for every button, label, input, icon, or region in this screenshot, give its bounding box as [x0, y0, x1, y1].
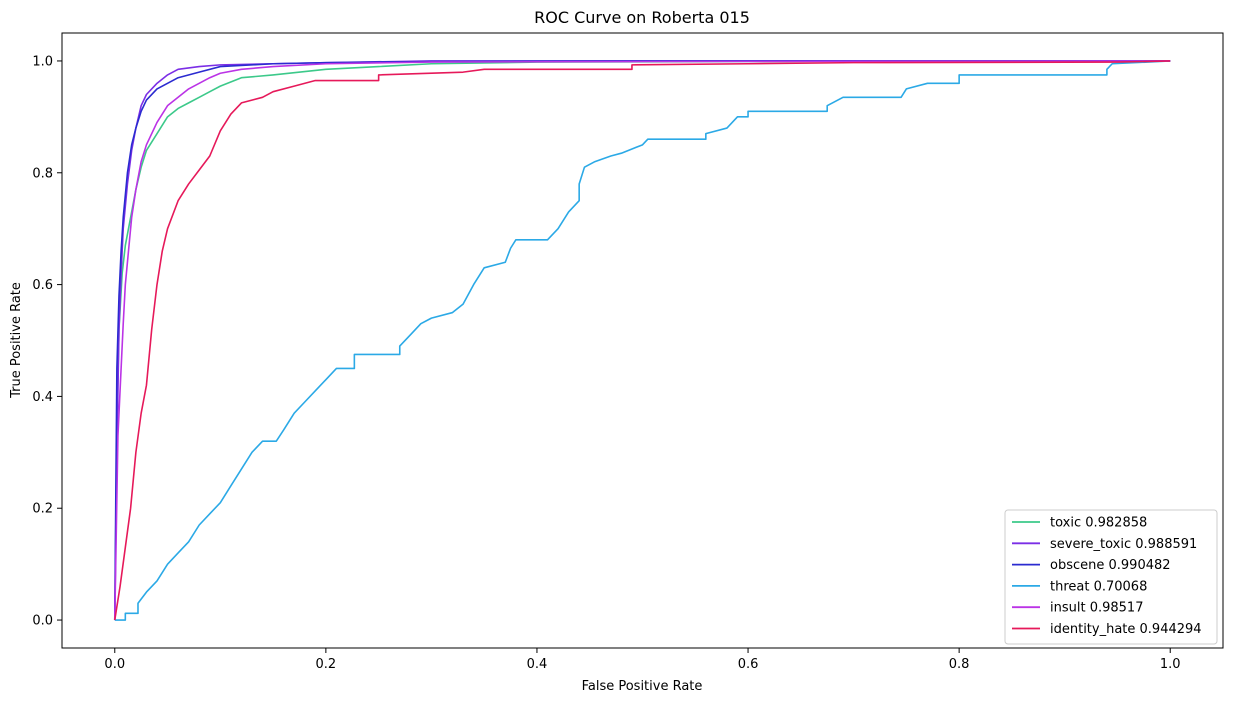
y-axis-title: True Positive Rate: [9, 282, 24, 399]
chart-title: ROC Curve on Roberta 015: [534, 8, 750, 27]
series-line-2: [113, 60, 1171, 621]
y-tick-label: 1.0: [32, 54, 53, 69]
legend-label-4: insult 0.98517: [1050, 601, 1143, 616]
series-line-0: [113, 60, 1171, 621]
x-tick-label: 0.6: [738, 657, 759, 672]
axes-frame: [61, 32, 1224, 649]
y-tick-label: 0.2: [32, 502, 53, 517]
legend-label-5: identity_hate 0.944294: [1050, 622, 1202, 637]
x-tick-label: 0.4: [527, 657, 548, 672]
series-line-4: [113, 60, 1171, 621]
plot-area: [113, 60, 1171, 621]
x-tick-label: 0.0: [104, 657, 125, 672]
legend-label-3: threat 0.70068: [1050, 579, 1147, 594]
series-line-5: [113, 60, 1171, 621]
legend-box: [1004, 509, 1218, 645]
legend: toxic 0.982858 severe_toxic 0.988591 obsce…: [1004, 509, 1218, 645]
x-tick-label: 1.0: [1160, 657, 1181, 672]
legend-label-0: toxic 0.982858: [1050, 516, 1147, 531]
y-tick-label: 0.8: [32, 166, 53, 181]
y-tick-label: 0.6: [32, 278, 53, 293]
legend-label-2: obscene 0.990482: [1050, 558, 1171, 573]
y-tick-label: 0.0: [32, 614, 53, 629]
x-axis: 0.0 0.2 0.4 0.6 0.8 1.0: [104, 648, 1181, 672]
x-axis-title: False Positive Rate: [582, 679, 703, 694]
y-tick-label: 0.4: [32, 390, 53, 405]
series-line-3: [114, 60, 1171, 621]
x-tick-label: 0.2: [316, 657, 337, 672]
x-tick-label: 0.8: [949, 657, 970, 672]
y-axis: 0.0 0.2 0.4 0.6 0.8 1.0: [32, 54, 62, 629]
legend-label-1: severe_toxic 0.988591: [1050, 537, 1197, 552]
